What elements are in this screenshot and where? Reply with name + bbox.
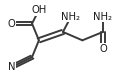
Text: O: O <box>98 44 106 54</box>
Text: O: O <box>8 18 15 29</box>
Text: N: N <box>8 62 15 72</box>
Text: NH₂: NH₂ <box>93 12 111 22</box>
Text: OH: OH <box>31 5 46 15</box>
Text: NH₂: NH₂ <box>61 12 80 22</box>
